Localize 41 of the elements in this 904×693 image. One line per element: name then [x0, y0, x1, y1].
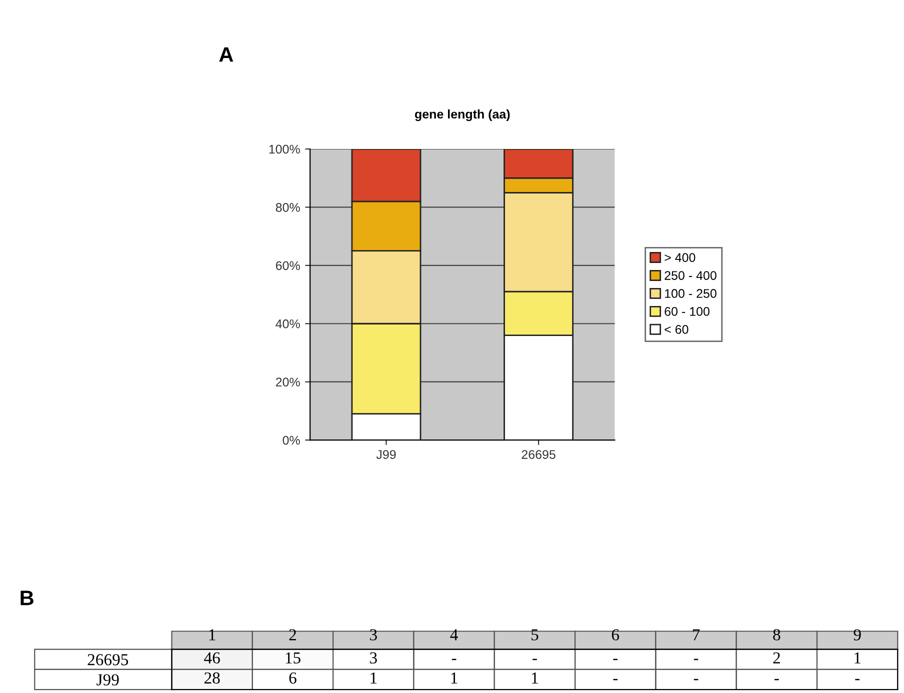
y-tick-label: 20% [276, 378, 300, 386]
y-tick-label: 60% [276, 261, 300, 270]
text: B [20, 590, 34, 606]
text: - [694, 658, 698, 660]
data-label: 28 [204, 672, 220, 684]
x-tick-label: 7 [692, 629, 700, 640]
data-label: 1 [370, 672, 377, 684]
text: - [855, 678, 860, 680]
x-tick-label: 1 [209, 629, 216, 640]
x-tick-label: 9 [854, 629, 861, 640]
data-label: 15 [286, 652, 300, 664]
y-tick-label: 0% [282, 436, 300, 445]
x-tick-label: 5 [532, 629, 538, 640]
text: - [613, 678, 618, 680]
legend-label: < 60 [664, 325, 688, 334]
data-label: 1 [532, 672, 538, 684]
legend-label: 250 - 400 [664, 271, 716, 280]
x-tick-label: 4 [450, 629, 458, 640]
y-tick-label: 80% [276, 203, 300, 212]
text: - [532, 658, 537, 660]
data-label: 46 [204, 652, 220, 664]
text: - [613, 658, 618, 660]
text: - [452, 658, 456, 660]
data-label: 1 [451, 672, 458, 684]
chart-title: gene length (aa) [414, 109, 510, 122]
text: - [774, 678, 779, 680]
text: - [694, 678, 698, 680]
x-tick-label: 3 [370, 629, 377, 640]
data-label: 3 [370, 652, 377, 664]
data-label: 2 [773, 652, 780, 664]
legend-label: 60 - 100 [664, 307, 710, 316]
text: A [219, 47, 234, 62]
legend-label: > 400 [664, 253, 696, 262]
x-tick-label: 2 [289, 629, 296, 640]
y-tick-label: 100% [269, 144, 300, 154]
y-tick-label: 40% [276, 319, 300, 328]
legend-label: 100 - 250 [665, 289, 716, 298]
data-label: 1 [854, 652, 861, 664]
x-tick-label: 6 [612, 629, 620, 640]
data-label: 6 [289, 672, 296, 684]
x-tick-label: 8 [773, 629, 780, 640]
